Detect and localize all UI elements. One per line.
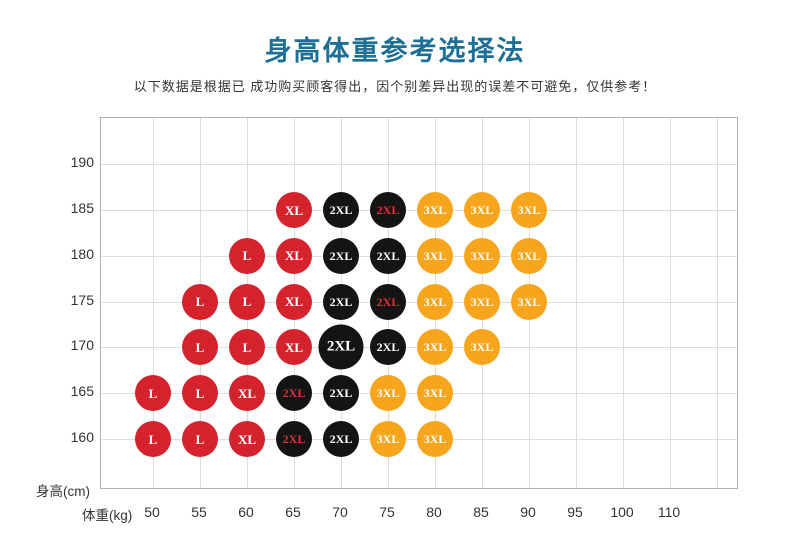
y-axis-title: 身高(cm): [36, 484, 90, 499]
x-tick-label: 55: [191, 504, 207, 520]
size-badge-l: L: [182, 283, 218, 320]
size-badge-3xl: 3XL: [417, 283, 453, 320]
size-badge-2xl: 2XL: [370, 283, 406, 320]
size-badge-2xl: 2XL: [323, 421, 359, 457]
size-badge-2xl: 2XL: [323, 375, 359, 412]
size-badge-xl: XL: [276, 237, 312, 274]
size-badge-2xl: 2XL: [318, 324, 364, 370]
size-badge-3xl: 3XL: [417, 375, 453, 412]
page-title: 身高体重参考选择法: [264, 36, 526, 66]
y-tick-label: 165: [70, 383, 94, 400]
y-tick-label: 175: [70, 291, 94, 308]
size-badge-2xl: 2XL: [323, 237, 359, 274]
size-badge-3xl: 3XL: [511, 283, 547, 320]
size-badge-3xl: 3XL: [464, 283, 500, 320]
size-badge-l: L: [229, 237, 265, 274]
size-badge-3xl: 3XL: [370, 421, 406, 457]
x-tick-label: 60: [238, 504, 254, 520]
x-tick-label: 70: [332, 504, 348, 520]
size-badge-3xl: 3XL: [417, 192, 453, 228]
gridline-vertical: [717, 118, 718, 488]
y-tick-label: 180: [70, 245, 94, 262]
size-badge-xl: XL: [276, 283, 312, 320]
y-tick-label: 190: [70, 154, 94, 171]
size-badge-3xl: 3XL: [511, 237, 547, 274]
y-tick-label: 170: [70, 337, 94, 354]
size-badge-3xl: 3XL: [417, 329, 453, 366]
x-tick-label: 50: [144, 504, 160, 520]
size-badge-l: L: [135, 421, 171, 457]
y-tick-label: 160: [70, 429, 94, 445]
x-axis-title: 体重(kg): [82, 508, 133, 523]
size-badge-xl: XL: [229, 375, 265, 412]
size-badge-2xl: 2XL: [276, 421, 312, 457]
x-tick-label: 65: [285, 504, 301, 520]
size-badge-l: L: [182, 375, 218, 412]
size-badge-2xl: 2XL: [323, 192, 359, 228]
size-badge-l: L: [182, 329, 218, 366]
gridline-vertical: [670, 118, 671, 488]
x-tick-label: 80: [426, 504, 442, 520]
gridline-vertical: [623, 118, 624, 488]
size-badge-2xl: 2XL: [323, 283, 359, 320]
x-tick-label: 95: [567, 504, 583, 520]
chart-plot-area: L L XL 2XL 2XL 3XL 3XL L L XL 2XL 2XL 3XL 3XL L L XL 2XL 2…: [100, 117, 738, 489]
size-badge-3xl: 3XL: [370, 375, 406, 412]
size-badge-l: L: [229, 283, 265, 320]
page-subtitle: 以下数据是根据已 成功购买顾客得出，因个别差异出现的误差不可避免，仅供参考！: [133, 79, 657, 94]
size-badge-3xl: 3XL: [511, 192, 547, 228]
x-tick-label: 85: [473, 504, 489, 520]
size-badge-2xl: 2XL: [276, 375, 312, 412]
size-badge-3xl: 3XL: [417, 421, 453, 457]
size-badge-3xl: 3XL: [417, 237, 453, 274]
x-tick-label: 90: [520, 504, 536, 520]
size-badge-xl: XL: [229, 421, 265, 457]
size-badge-3xl: 3XL: [464, 192, 500, 228]
gridline-horizontal: [101, 164, 737, 166]
size-badge-xl: XL: [276, 329, 312, 366]
gridline-vertical: [576, 118, 577, 488]
x-tick-label: 100: [610, 504, 634, 520]
size-badge-3xl: 3XL: [464, 237, 500, 274]
size-badge-2xl: 2XL: [370, 237, 406, 274]
gridline-vertical: [153, 118, 154, 488]
size-badge-l: L: [229, 329, 265, 366]
size-badge-3xl: 3XL: [464, 329, 500, 366]
x-tick-label: 75: [379, 504, 395, 520]
x-tick-label: 110: [657, 504, 681, 520]
size-badge-l: L: [182, 421, 218, 457]
size-badge-xl: XL: [276, 192, 312, 228]
size-badge-l: L: [135, 375, 171, 412]
y-tick-label: 185: [70, 200, 94, 216]
size-badge-2xl: 2XL: [370, 192, 406, 228]
size-badge-2xl: 2XL: [370, 329, 406, 366]
